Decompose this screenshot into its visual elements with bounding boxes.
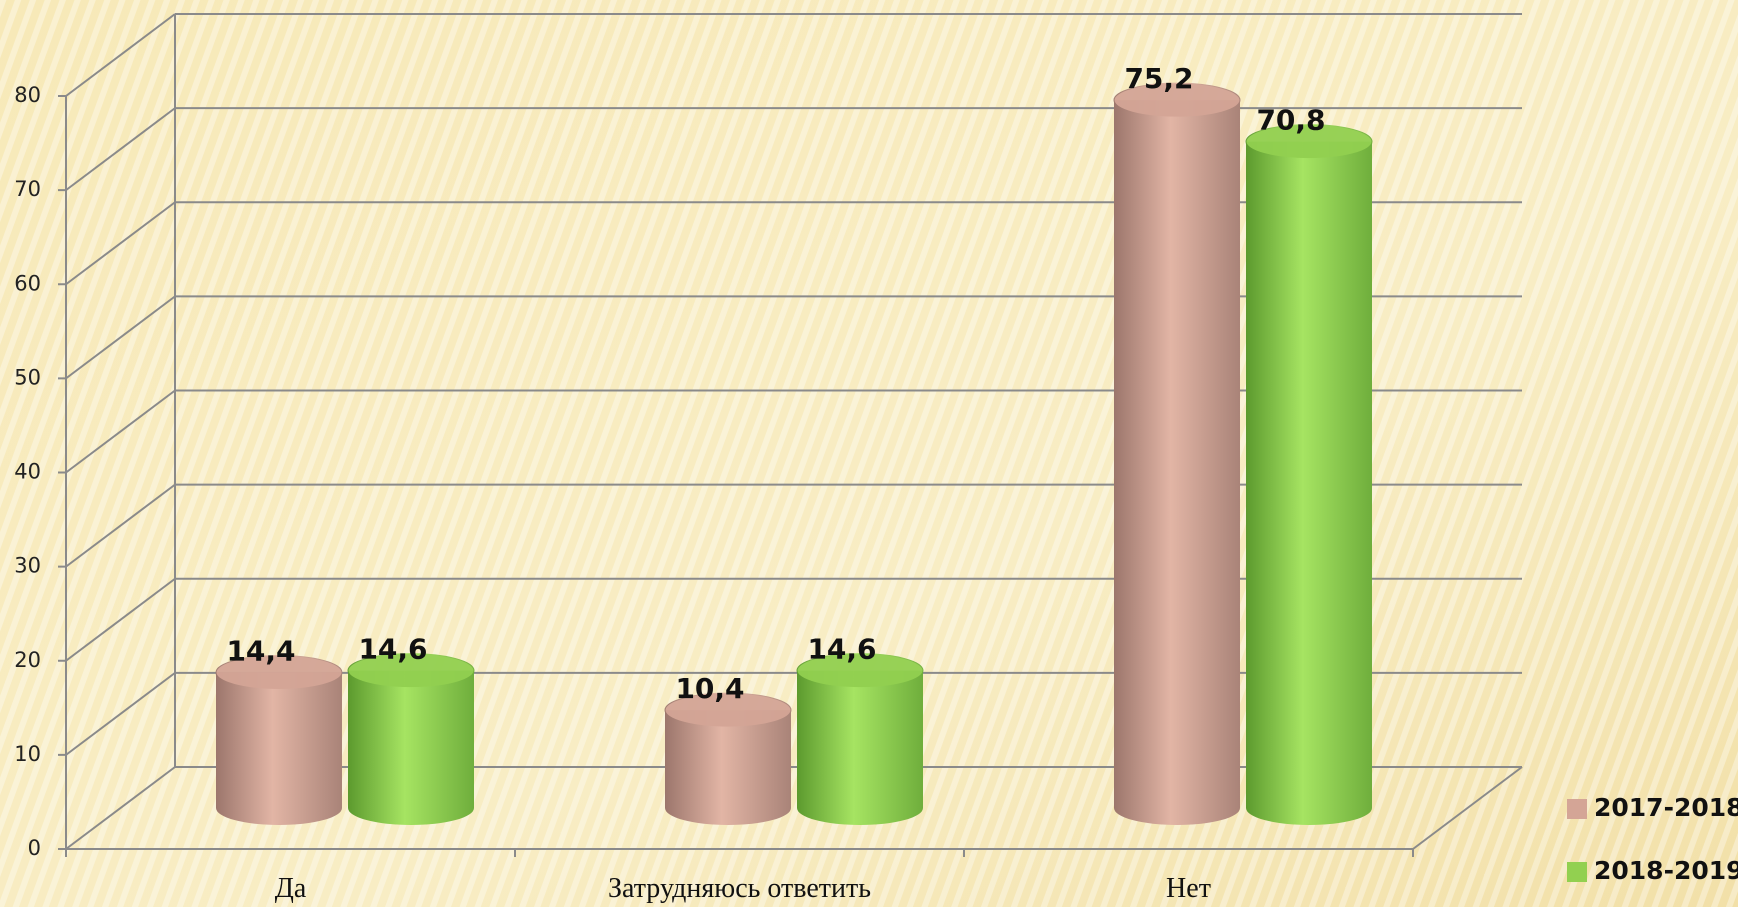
y-tick-label: 60 <box>14 271 41 295</box>
bar <box>216 672 342 825</box>
grid-line <box>65 577 176 662</box>
grid-line <box>65 107 176 191</box>
bar <box>797 670 923 825</box>
grid-line <box>65 201 176 286</box>
value-label: 70,8 <box>1256 104 1325 137</box>
legend-label: 2017-2018 <box>1594 793 1738 822</box>
legend-label: 2018-2019 <box>1594 856 1738 885</box>
bar-top <box>347 653 475 689</box>
legend-swatch <box>1567 799 1587 819</box>
bar-top <box>664 692 792 728</box>
value-label: 14,6 <box>358 633 427 666</box>
x-tick-label: Затрудняюсь ответить <box>608 873 871 904</box>
y-tick-label: 20 <box>14 648 41 672</box>
value-label: 10,4 <box>675 672 744 705</box>
grid-line <box>65 672 176 756</box>
legend-swatch <box>1567 862 1587 882</box>
grid-line <box>65 13 176 97</box>
grid-line <box>65 389 176 474</box>
grid-line <box>65 766 176 850</box>
y-tick-label: 40 <box>14 460 41 484</box>
value-label: 75,2 <box>1124 62 1193 95</box>
bar-top <box>215 654 343 690</box>
x-tick-label: Нет <box>1166 873 1211 904</box>
x-tick-label: Да <box>275 873 307 904</box>
y-tick-label: 0 <box>28 836 41 860</box>
grid-line <box>65 295 176 380</box>
y-tick-label: 70 <box>14 177 41 201</box>
floor-side <box>1412 766 1523 850</box>
y-tick-label: 30 <box>14 554 41 578</box>
value-label: 14,6 <box>807 633 876 666</box>
bar-top <box>1113 82 1241 118</box>
y-tick-label: 10 <box>14 742 41 766</box>
value-label: 14,4 <box>226 634 295 667</box>
y-tick-label: 80 <box>14 83 41 107</box>
bar <box>1114 100 1240 826</box>
bar <box>1246 141 1372 826</box>
bar-top <box>1245 124 1373 160</box>
bar <box>665 710 791 825</box>
y-tick-label: 50 <box>14 365 41 389</box>
bar-top <box>796 653 924 689</box>
grid-line <box>65 483 176 568</box>
bar <box>348 670 474 825</box>
